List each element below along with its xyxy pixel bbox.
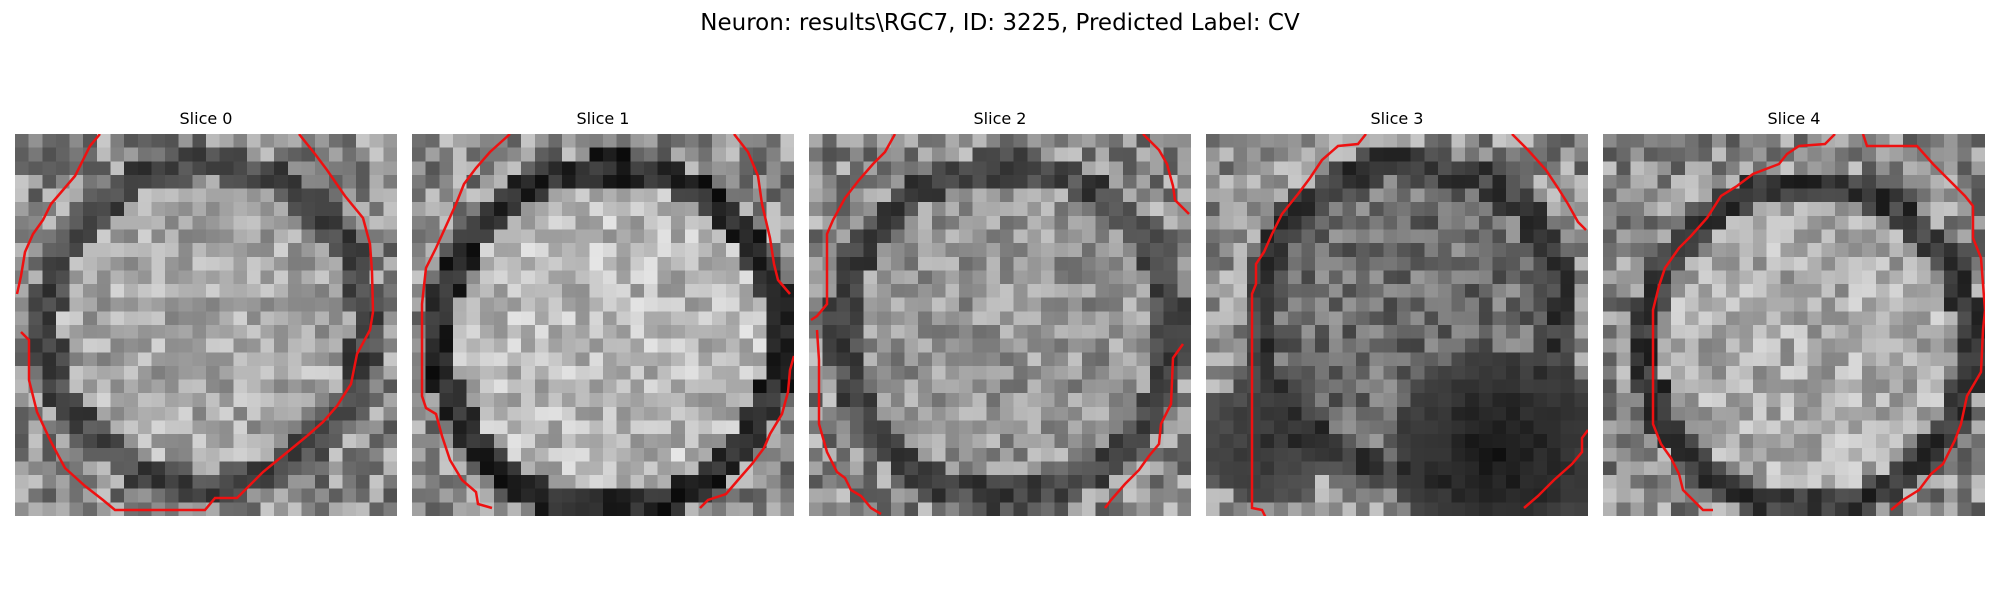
slice-1-contour-lower-right (699, 355, 794, 509)
slice-0-title: Slice 0 (179, 109, 233, 128)
slice-4-panel: Slice 4 (1603, 108, 1985, 516)
slice-0-contour-right (298, 134, 375, 437)
slice-4-title: Slice 4 (1767, 109, 1821, 128)
slice-3-contour-left (1250, 134, 1367, 516)
figure-title: Neuron: results\RGC7, ID: 3225, Predicte… (700, 10, 1300, 36)
slice-2-panel: Slice 2 (809, 108, 1191, 516)
slice-3-title: Slice 3 (1370, 109, 1424, 128)
slice-2-image (809, 134, 1191, 516)
slice-1-title: Slice 1 (576, 109, 630, 128)
slice-1-contour-right (733, 134, 791, 295)
slice-2-contour-lower-right (1104, 343, 1185, 509)
slice-2-contour-upper-right (1142, 134, 1190, 215)
slice-1-panel: Slice 1 (412, 108, 794, 516)
slice-4-image (1603, 134, 1985, 516)
slice-3-image (1206, 134, 1588, 516)
slice-2-title: Slice 2 (973, 109, 1027, 128)
slice-4-contour-right (1861, 134, 1985, 511)
slice-0-panel: Slice 0 (15, 108, 397, 516)
slice-2-contour-lower-left (815, 329, 882, 516)
slice-2-contour-upper-left (810, 134, 897, 322)
slice-1-contour-left (420, 134, 511, 510)
slice-4-contour-left (1651, 134, 1836, 512)
slice-0-contour-upper (15, 134, 101, 295)
slice-0-image (15, 134, 397, 516)
slice-3-contour-upper-right (1511, 134, 1587, 231)
slice-1-image (412, 134, 794, 516)
slice-3-panel: Slice 3 (1206, 108, 1588, 516)
slice-3-contour-lower-right (1523, 429, 1588, 509)
slice-0-contour-lower (20, 331, 308, 512)
